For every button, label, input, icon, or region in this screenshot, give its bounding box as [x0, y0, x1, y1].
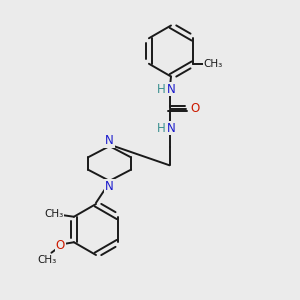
Text: CH₃: CH₃ [37, 255, 56, 265]
Text: N: N [167, 122, 176, 135]
Text: O: O [56, 239, 65, 252]
Text: N: N [105, 134, 114, 148]
Text: O: O [190, 102, 199, 115]
Text: CH₃: CH₃ [204, 59, 223, 69]
Text: H: H [157, 122, 166, 135]
Text: H: H [157, 82, 166, 96]
Text: CH₃: CH₃ [44, 209, 63, 219]
Text: N: N [167, 82, 176, 96]
Text: N: N [105, 179, 114, 193]
